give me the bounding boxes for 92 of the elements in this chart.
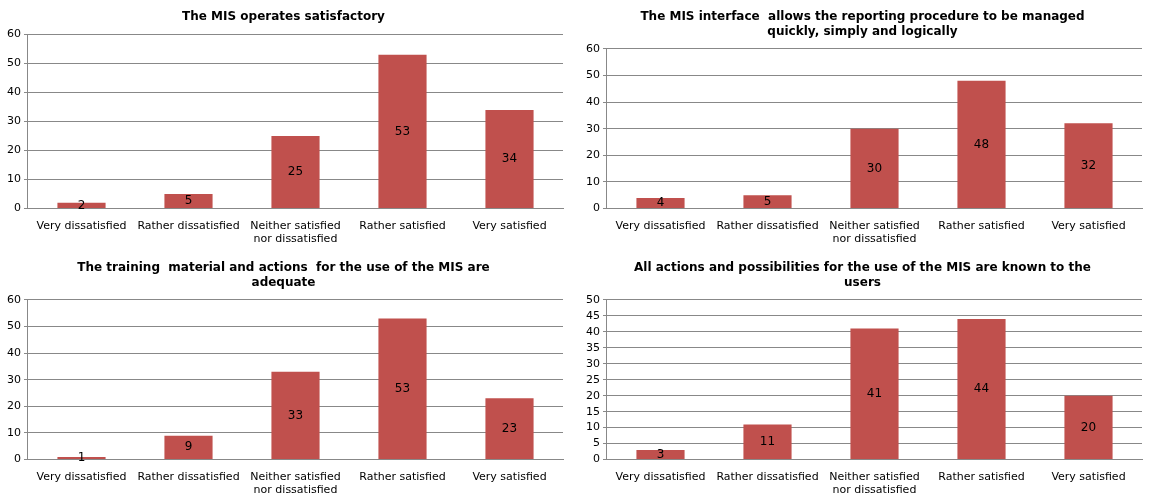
data-label: 9 xyxy=(184,439,193,454)
y-tick-label: 10 xyxy=(7,425,21,439)
chart-title: The MIS interface allows the reporting procedure to be managed quickly, simply and logically xyxy=(640,9,1085,38)
data-label: 33 xyxy=(287,407,304,422)
y-tick-label: 30 xyxy=(586,356,600,370)
y-tick-label: 40 xyxy=(586,324,600,338)
data-label: 4 xyxy=(656,195,665,210)
x-tick-label: Rather satisfied xyxy=(359,470,446,484)
bar xyxy=(271,136,320,209)
y-tick-label: 20 xyxy=(586,148,600,162)
x-tick-label: Neither satisfied nor dissatisfied xyxy=(250,470,341,497)
bar xyxy=(485,398,534,460)
y-tick-label: 0 xyxy=(14,452,21,466)
y-tick-label: 50 xyxy=(7,56,21,70)
bar xyxy=(743,424,792,460)
data-label: 3 xyxy=(656,446,665,461)
y-tick-label: 0 xyxy=(14,201,21,215)
chart-title: The MIS operates satisfactory xyxy=(182,9,386,24)
bar xyxy=(164,435,213,460)
y-tick-label: 40 xyxy=(7,85,21,99)
x-tick-label: Rather satisfied xyxy=(938,219,1025,233)
y-tick-label: 45 xyxy=(586,308,600,322)
y-tick-label: 10 xyxy=(7,172,21,186)
data-label: 44 xyxy=(973,381,990,396)
bar xyxy=(957,318,1006,460)
y-tick-label: 10 xyxy=(586,420,600,434)
x-tick-label: Rather dissatisfied xyxy=(716,470,819,484)
x-tick-label: Very dissatisfied xyxy=(615,470,706,484)
y-tick-label: 20 xyxy=(7,399,21,413)
bar xyxy=(378,318,427,460)
x-tick-label: Rather dissatisfied xyxy=(137,219,240,233)
x-tick-label: Neither satisfied nor dissatisfied xyxy=(250,219,341,246)
bar xyxy=(957,80,1006,209)
y-tick-label: 30 xyxy=(586,121,600,135)
y-tick-label: 30 xyxy=(7,372,21,386)
bar xyxy=(743,195,792,209)
data-label: 5 xyxy=(763,193,772,208)
y-tick-label: 50 xyxy=(586,292,600,306)
y-tick-label: 50 xyxy=(586,68,600,82)
x-tick-label: Neither satisfied nor dissatisfied xyxy=(829,470,920,497)
x-tick-label: Very satisfied xyxy=(1051,219,1126,233)
x-tick-label: Rather dissatisfied xyxy=(716,219,819,233)
bar xyxy=(485,109,534,209)
data-label: 48 xyxy=(973,136,990,151)
x-tick-label: Very dissatisfied xyxy=(615,219,706,233)
bar xyxy=(164,194,213,209)
y-tick-label: 40 xyxy=(7,345,21,359)
data-label: 34 xyxy=(501,151,518,166)
x-tick-label: Very satisfied xyxy=(472,470,547,484)
y-tick-label: 60 xyxy=(7,292,21,306)
data-label: 53 xyxy=(394,123,411,138)
y-tick-label: 20 xyxy=(586,388,600,402)
bar xyxy=(1064,123,1113,209)
bar xyxy=(378,54,427,209)
data-label: 25 xyxy=(287,164,304,179)
data-label: 32 xyxy=(1080,157,1097,172)
x-tick-label: Very dissatisfied xyxy=(36,219,127,233)
bar xyxy=(271,371,320,460)
data-label: 5 xyxy=(184,193,193,208)
y-tick-label: 25 xyxy=(586,372,600,386)
data-label: 41 xyxy=(866,385,883,400)
y-tick-label: 0 xyxy=(593,201,600,215)
x-tick-label: Rather satisfied xyxy=(359,219,446,233)
y-tick-label: 5 xyxy=(593,436,600,450)
x-tick-label: Very dissatisfied xyxy=(36,470,127,484)
bar xyxy=(1064,395,1113,460)
bar xyxy=(636,450,685,460)
x-tick-label: Neither satisfied nor dissatisfied xyxy=(829,219,920,246)
y-tick-label: 40 xyxy=(586,94,600,108)
y-tick-label: 60 xyxy=(586,41,600,55)
y-tick-label: 0 xyxy=(593,452,600,466)
data-label: 20 xyxy=(1080,419,1097,434)
data-label: 30 xyxy=(866,160,883,175)
bar xyxy=(850,128,899,209)
y-tick-label: 50 xyxy=(7,319,21,333)
data-label: 11 xyxy=(759,433,776,448)
chart-title: All actions and possibilities for the use of the MIS are known to the users xyxy=(634,260,1091,289)
y-tick-label: 30 xyxy=(7,114,21,128)
y-tick-label: 20 xyxy=(7,143,21,157)
x-tick-label: Very satisfied xyxy=(472,219,547,233)
x-tick-label: Rather satisfied xyxy=(938,470,1025,484)
chart-title: The training material and actions for the use of the MIS are adequate xyxy=(77,260,490,289)
y-tick-label: 15 xyxy=(586,404,600,418)
bar xyxy=(636,197,685,209)
x-tick-label: Rather dissatisfied xyxy=(137,470,240,484)
data-label: 53 xyxy=(394,380,411,395)
y-tick-label: 35 xyxy=(586,340,600,354)
y-tick-label: 10 xyxy=(586,174,600,188)
y-tick-label: 60 xyxy=(7,27,21,41)
bar xyxy=(850,328,899,460)
x-tick-label: Very satisfied xyxy=(1051,470,1126,484)
data-label: 23 xyxy=(501,420,518,435)
